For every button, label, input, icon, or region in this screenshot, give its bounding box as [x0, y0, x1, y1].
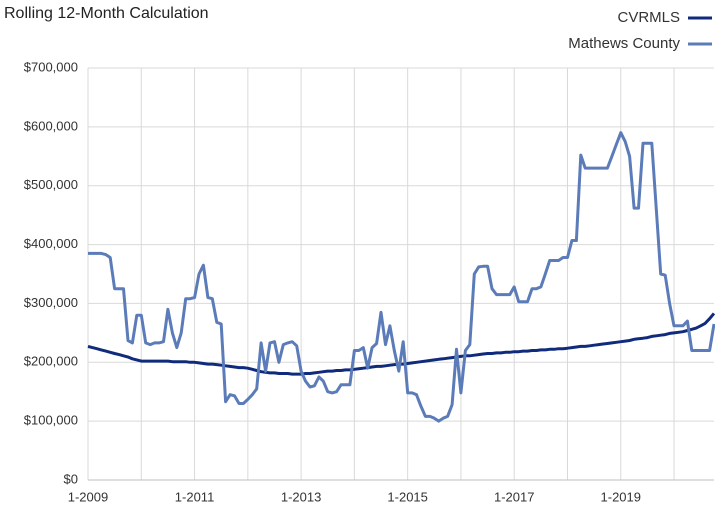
x-tick-label: 1-2017 — [494, 489, 534, 504]
y-tick-label: $500,000 — [24, 177, 78, 192]
legend-label: CVRMLS — [617, 9, 680, 26]
y-tick-label: $200,000 — [24, 354, 78, 369]
y-tick-label: $400,000 — [24, 236, 78, 251]
x-tick-label: 1-2013 — [281, 489, 321, 504]
x-tick-label: 1-2011 — [175, 489, 215, 504]
series-line — [88, 131, 715, 423]
y-tick-label: $100,000 — [24, 413, 78, 428]
x-tick-label: 1-2019 — [601, 489, 641, 504]
legend-label: Mathews County — [568, 35, 680, 52]
x-tick-label: 1-2015 — [387, 489, 427, 504]
chart-title: Rolling 12-Month Calculation — [4, 5, 209, 22]
y-tick-label: $0 — [64, 471, 78, 486]
x-tick-label: 1-2009 — [68, 489, 108, 504]
y-tick-label: $700,000 — [24, 59, 78, 74]
y-tick-label: $600,000 — [24, 118, 78, 133]
y-tick-label: $300,000 — [24, 295, 78, 310]
